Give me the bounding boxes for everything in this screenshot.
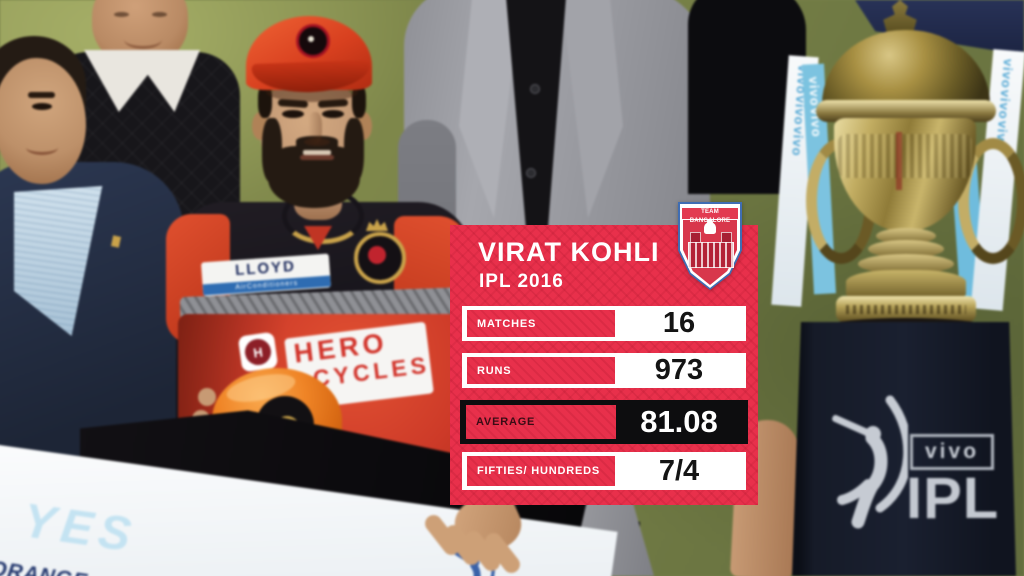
stat-label-box: MATCHES [467,310,615,337]
stat-value: 81.08 [640,404,718,439]
stat-row-matches: MATCHES 16 [462,306,746,341]
trophy-stem [868,240,944,258]
stat-label-box: RUNS [467,357,615,384]
rcb-crest-core [368,246,386,264]
eye [152,12,167,17]
trophy-foot [846,270,966,300]
trophy-handle [958,138,1024,264]
eye [114,12,129,17]
stat-label-box: AVERAGE [466,405,616,439]
stat-row-fifties-hundreds: FIFTIES/ HUNDREDS 7/4 [462,452,746,490]
hair [352,84,366,118]
stat-label-box: FIFTIES/ HUNDREDS [467,456,615,486]
mouth [26,140,58,155]
trophy-base-band [836,296,976,322]
stat-value: 16 [662,307,696,339]
stats-card: VIRAT KOHLI IPL 2016 MATCHES 16 RUNS 973… [450,225,758,505]
trophy-lip [816,100,996,122]
eye [322,110,344,118]
team-bangalore-badge: TEAM BANGALORE [678,202,742,290]
stat-label: RUNS [477,364,512,377]
vivo-logo-pedestal: vivo [910,434,995,470]
eye [32,103,52,110]
stat-label: FIFTIES/ HUNDREDS [477,465,600,477]
stat-row-average: AVERAGE 81.08 [460,400,748,444]
palace-base [688,242,734,268]
stat-row-runs: RUNS 973 [462,353,746,388]
trophy-reflection [896,132,902,190]
eye [282,110,304,118]
stat-value: 973 [654,354,704,386]
trophy-base-engraving [846,305,966,314]
mouth [303,150,331,155]
rcb-crest-crown [366,219,388,231]
lip [300,155,334,160]
shirt-button [530,84,540,94]
eyebrow [28,92,55,98]
finger [198,388,216,406]
trophy-stem [858,254,954,274]
trophy-engraving [838,134,972,178]
mouth [124,30,162,49]
nose-shadow [304,138,330,146]
hair [258,84,272,118]
player-name: VIRAT KOHLI [478,237,660,267]
stat-label: MATCHES [477,317,537,330]
stat-value: 7/4 [658,454,700,487]
ipl-logo-pedestal: IPL [906,470,999,528]
man-front-left-face [0,58,86,184]
palace-dome [704,222,716,234]
ipl-batsman-logo [832,395,908,529]
stat-label: AVERAGE [476,416,536,428]
badge-text-band: TEAM BANGALORE [681,207,739,224]
nose [308,112,322,144]
season-label: IPL 2016 [479,271,564,292]
trophy-pedestal: vivo IPL [792,322,1016,576]
cap-logo-dot [308,36,314,42]
shirt-button [526,168,536,178]
